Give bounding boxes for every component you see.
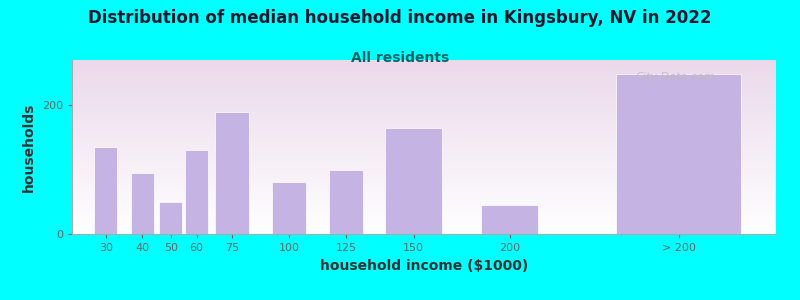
- Bar: [214, 112, 249, 234]
- Text: Distribution of median household income in Kingsbury, NV in 2022: Distribution of median household income …: [88, 9, 712, 27]
- Text: All residents: All residents: [351, 51, 449, 65]
- Bar: [130, 173, 154, 234]
- Bar: [186, 150, 208, 234]
- Y-axis label: households: households: [22, 102, 36, 192]
- Bar: [159, 202, 182, 234]
- Bar: [385, 128, 442, 234]
- Bar: [329, 169, 363, 234]
- X-axis label: household income ($1000): household income ($1000): [320, 259, 528, 273]
- Bar: [481, 205, 538, 234]
- Text: City-Data.com: City-Data.com: [635, 72, 714, 82]
- Bar: [94, 147, 118, 234]
- Bar: [616, 74, 742, 234]
- Bar: [272, 182, 306, 234]
